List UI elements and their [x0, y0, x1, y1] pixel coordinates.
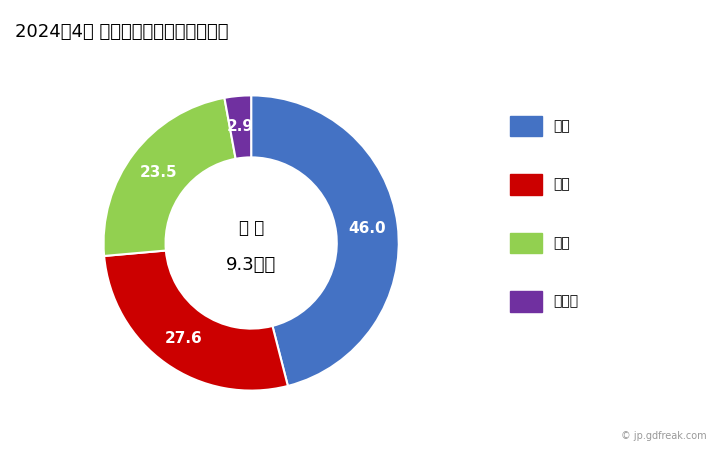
- Text: 23.5: 23.5: [140, 165, 177, 180]
- Text: © jp.gdfreak.com: © jp.gdfreak.com: [620, 431, 706, 441]
- Wedge shape: [103, 98, 236, 256]
- Text: 台湾: 台湾: [553, 177, 570, 192]
- Wedge shape: [224, 95, 251, 159]
- Text: 韓国: 韓国: [553, 119, 570, 133]
- Text: 総 額: 総 額: [239, 219, 264, 237]
- Text: 9.3億円: 9.3億円: [226, 256, 277, 274]
- Text: 2024年4月 輸出相手国のシェア（％）: 2024年4月 輸出相手国のシェア（％）: [15, 22, 228, 40]
- Wedge shape: [251, 95, 399, 386]
- Text: 中国: 中国: [553, 236, 570, 250]
- Text: 46.0: 46.0: [348, 221, 386, 236]
- Text: 2.9: 2.9: [227, 119, 254, 135]
- Wedge shape: [104, 251, 288, 391]
- Text: 27.6: 27.6: [165, 331, 202, 346]
- Text: その他: その他: [553, 294, 579, 309]
